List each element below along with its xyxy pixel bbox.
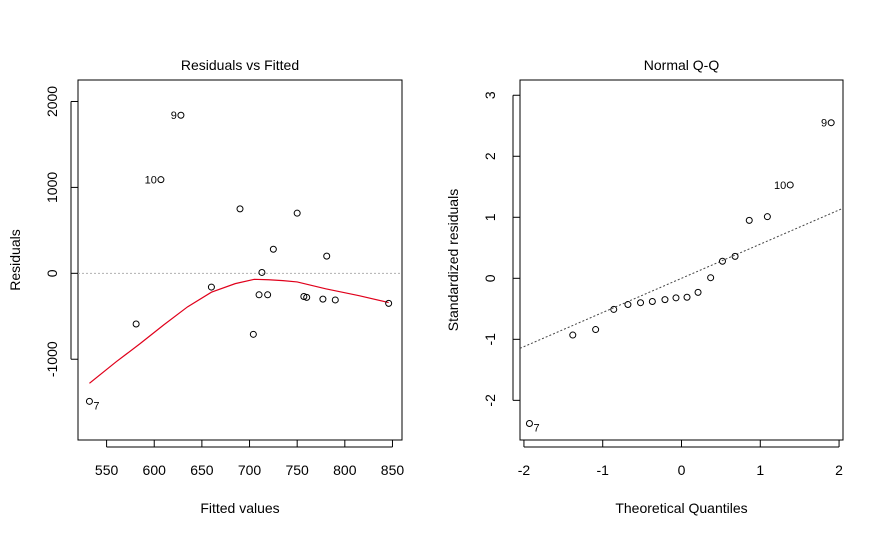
- point-label: 9: [821, 118, 827, 130]
- point-label: 10: [774, 180, 786, 192]
- data-point: [331, 296, 339, 304]
- x-axis: 550 600 650 700 750 800 850: [95, 440, 404, 478]
- data-point: [569, 331, 577, 339]
- data-point: [85, 397, 93, 405]
- data-point: [610, 305, 618, 313]
- data-point: [525, 420, 533, 428]
- data-point: [672, 294, 680, 302]
- data-point: [661, 296, 669, 304]
- x-tick-label: -1: [596, 462, 609, 478]
- y-tick-label: 3: [482, 91, 498, 99]
- y-axis: -2 -1 0 1 2 3: [482, 91, 520, 407]
- panel-residuals-vs-fitted: Residuals vs Fitted Fitted values Residual…: [7, 57, 404, 516]
- x-tick-label: 1: [756, 462, 764, 478]
- data-point: [177, 111, 185, 119]
- data-point: [269, 245, 277, 253]
- data-point: [763, 213, 771, 221]
- plot-frame: [77, 79, 403, 441]
- data-point: [258, 268, 266, 276]
- x-tick-label: 800: [333, 462, 357, 478]
- data-point: [694, 288, 702, 296]
- point-label: 10: [145, 175, 157, 187]
- y-tick-label: 0: [44, 269, 60, 277]
- y-tick-label: 1: [482, 213, 498, 221]
- panel-normal-qq: Normal Q-Q Theoretical Quantiles Standardi…: [445, 57, 844, 516]
- data-point: [207, 283, 215, 291]
- y-tick-label: 0: [482, 274, 498, 282]
- data-point: [303, 293, 311, 301]
- data-point: [683, 293, 691, 301]
- x-axis-label: Fitted values: [200, 500, 279, 516]
- data-point: [319, 295, 327, 303]
- y-tick-label: 1000: [44, 172, 60, 203]
- y-axis-label: Residuals: [7, 229, 23, 290]
- plot-title: Residuals vs Fitted: [181, 57, 299, 73]
- x-tick-label: 750: [285, 462, 309, 478]
- data-point: [132, 320, 140, 328]
- plot-title: Normal Q-Q: [644, 57, 720, 73]
- point-label: 7: [533, 423, 539, 435]
- data-point: [255, 291, 263, 299]
- data-point: [592, 326, 600, 334]
- data-point: [300, 293, 308, 301]
- x-tick-label: 850: [381, 462, 405, 478]
- y-tick-label: -1: [482, 333, 498, 346]
- x-tick-label: 2: [835, 462, 843, 478]
- data-point: [157, 176, 165, 184]
- data-point: [827, 119, 835, 127]
- x-tick-label: 0: [678, 462, 686, 478]
- x-tick-label: 650: [190, 462, 214, 478]
- y-axis: -1000 0 1000 2000: [44, 86, 78, 377]
- data-point: [731, 252, 739, 260]
- plot-area: 7 10 9: [78, 110, 402, 412]
- lowess-smooth-line: [89, 278, 389, 384]
- x-axis-label: Theoretical Quantiles: [615, 500, 747, 516]
- plot-frame: [519, 79, 844, 441]
- data-point: [323, 252, 331, 260]
- data-point: [264, 291, 272, 299]
- y-tick-label: -1000: [44, 341, 60, 377]
- qq-reference-line: [520, 207, 843, 349]
- y-tick-label: 2000: [44, 86, 60, 117]
- data-point: [707, 274, 715, 282]
- data-point: [637, 299, 645, 307]
- point-label: 7: [93, 400, 99, 412]
- data-point: [718, 257, 726, 265]
- x-tick-label: 700: [238, 462, 262, 478]
- data-point: [624, 301, 632, 309]
- y-tick-label: -2: [482, 394, 498, 407]
- x-tick-label: -2: [518, 462, 531, 478]
- data-point: [385, 299, 393, 307]
- data-point: [745, 216, 753, 224]
- x-axis: -2 -1 0 1 2: [518, 440, 843, 478]
- x-tick-label: 550: [95, 462, 119, 478]
- y-tick-label: 2: [482, 152, 498, 160]
- y-axis-label: Standardized residuals: [445, 189, 461, 331]
- x-tick-label: 600: [143, 462, 167, 478]
- data-point: [293, 209, 301, 217]
- data-point: [236, 205, 244, 213]
- plot-area: 7 10 9: [520, 118, 843, 435]
- point-label: 9: [171, 110, 177, 122]
- data-point: [786, 181, 794, 189]
- data-point: [249, 330, 257, 338]
- data-point: [648, 297, 656, 305]
